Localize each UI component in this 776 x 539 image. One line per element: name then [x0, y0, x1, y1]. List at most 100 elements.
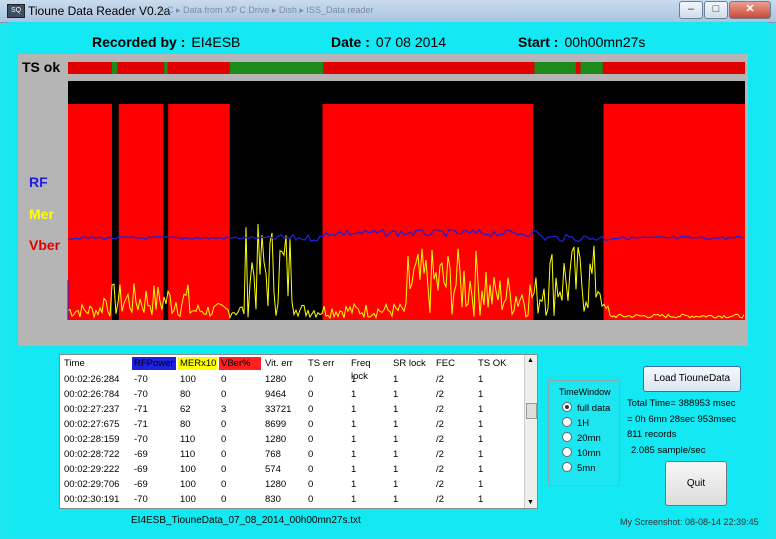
table-row[interactable]: 00:02:27:675 -71 80 0 8699 0 1 1/2 1: [60, 417, 525, 432]
time-window-option[interactable]: 20mn: [562, 432, 601, 444]
column-header[interactable]: TS OK: [476, 357, 522, 370]
table-cell: -70: [134, 434, 148, 445]
table-cell: 0: [308, 374, 314, 385]
column-header[interactable]: RFPower: [132, 357, 176, 370]
maximize-button[interactable]: □: [704, 1, 728, 19]
table-cell: 00:02:27:675: [64, 419, 120, 430]
table-cell: 1280: [265, 434, 287, 445]
table-cell: 00:02:26:284: [64, 374, 120, 385]
table-row[interactable]: 00:02:29:706 -69 100 0 1280 0 1 1/2 1: [60, 477, 525, 492]
column-header[interactable]: Time: [62, 357, 130, 370]
date-label: Date :: [331, 34, 370, 50]
time-window-option-label: 1H: [577, 418, 590, 429]
column-header[interactable]: Vit. err: [263, 357, 304, 370]
table-cell: 00:02:30:191: [64, 494, 120, 505]
table-cell: -71: [134, 419, 148, 430]
column-header[interactable]: FEC: [434, 357, 474, 370]
table-cell: 1: [351, 404, 357, 415]
table-cell: /2: [436, 494, 444, 505]
table-row[interactable]: 00:02:29:222 -69 100 0 574 0 1 1/2 1: [60, 462, 525, 477]
table-cell: /2: [436, 449, 444, 460]
legend-rf: RF: [29, 174, 48, 190]
table-cell: 1: [393, 434, 399, 445]
radio-button-icon[interactable]: [562, 417, 572, 427]
time-breakdown: = 0h 6mn 28sec 953msec: [627, 414, 737, 425]
table-cell: 00:02:28:159: [64, 434, 120, 445]
table-cell: 100: [180, 464, 196, 475]
table-cell: /2: [436, 404, 444, 415]
table-cell: -69: [134, 449, 148, 460]
recorded-by-value: EI4ESB: [191, 34, 241, 50]
table-cell: 830: [265, 494, 281, 505]
legend-vber: Vber: [29, 237, 61, 253]
radio-button-icon[interactable]: [562, 462, 572, 472]
close-button[interactable]: ✕: [729, 1, 771, 19]
scroll-up-arrow-icon[interactable]: ▲: [527, 357, 534, 364]
table-cell: 110: [180, 434, 196, 445]
table-cell: -70: [134, 374, 148, 385]
table-cell: 1: [393, 374, 399, 385]
ts-ok-label: TS ok: [22, 59, 61, 75]
table-cell: 0: [308, 419, 314, 430]
date-value: 07 08 2014: [375, 34, 446, 50]
time-window-option[interactable]: 1H: [562, 417, 589, 429]
column-header[interactable]: Freq lock: [349, 357, 389, 382]
table-cell: 1: [478, 374, 484, 385]
table-cell: 574: [265, 464, 281, 475]
table-cell: 00:02:29:222: [64, 464, 120, 475]
recorded-by: Recorded by : EI4ESB: [92, 34, 240, 50]
time-window-option-label: 20mn: [577, 433, 601, 444]
table-cell: 0: [221, 449, 227, 460]
quit-button[interactable]: Quit: [665, 461, 727, 506]
table-cell: -69: [134, 464, 148, 475]
column-header[interactable]: MERx10: [178, 357, 217, 370]
table-cell: 1280: [265, 479, 287, 490]
column-header[interactable]: VBer%: [219, 357, 261, 370]
table-row[interactable]: 00:02:30:191 -70 100 0 830 0 1 1/2 1: [60, 492, 525, 507]
table-cell: 1: [478, 434, 484, 445]
table-cell: 1: [351, 464, 357, 475]
load-tioune-data-button[interactable]: Load TiouneData: [643, 366, 741, 392]
time-window-option[interactable]: 5mn: [562, 462, 595, 474]
time-window-option[interactable]: 10mn: [562, 447, 601, 459]
time-window-option[interactable]: full data: [562, 402, 610, 414]
table-row[interactable]: 00:02:26:784 -70 80 0 9464 0 1 1/2 1: [60, 387, 525, 402]
table-cell: 1: [351, 419, 357, 430]
table-cell: 0: [308, 434, 314, 445]
column-header[interactable]: SR lock: [391, 357, 432, 370]
scroll-thumb[interactable]: [526, 403, 537, 419]
table-cell: 0: [308, 449, 314, 460]
table-cell: -70: [134, 389, 148, 400]
table-cell: 9464: [265, 389, 287, 400]
start: Start : 00h00mn27s: [518, 34, 645, 50]
table-cell: 0: [221, 389, 227, 400]
time-window-option-label: 10mn: [577, 448, 601, 459]
table-row[interactable]: 00:02:27:237 -71 62 3 33721 0 1 1/2 1: [60, 402, 525, 417]
table-cell: 0: [221, 434, 227, 445]
radio-button-icon[interactable]: [562, 432, 572, 442]
table-row[interactable]: 00:02:28:159 -70 110 0 1280 0 1 1/2 1: [60, 432, 525, 447]
table-cell: 00:02:26:784: [64, 389, 120, 400]
table-row[interactable]: 00:02:26:284 -70 100 0 1280 0 1 1/2 1: [60, 372, 525, 387]
table-scrollbar[interactable]: ▲ ▼: [524, 355, 537, 508]
data-table[interactable]: Time RFPower MERx10 VBer% Vit. err TS err Freq…: [59, 354, 538, 509]
table-row[interactable]: 00:02:28:722 -69 110 0 768 0 1 1/2 1: [60, 447, 525, 462]
table-cell: 100: [180, 494, 196, 505]
table-cell: 1: [393, 389, 399, 400]
table-cell: 1: [393, 479, 399, 490]
table-cell: 80: [180, 419, 191, 430]
table-cell: /2: [436, 464, 444, 475]
scroll-down-arrow-icon[interactable]: ▼: [527, 499, 534, 506]
screenshot-stamp: My Screenshot: 08-08-14 22:39:45: [620, 517, 759, 527]
radio-button-icon[interactable]: [562, 447, 572, 457]
table-cell: 1: [351, 374, 357, 385]
table-cell: /2: [436, 389, 444, 400]
radio-button-icon[interactable]: [562, 402, 572, 412]
recorded-by-label: Recorded by :: [92, 34, 186, 50]
table-cell: /2: [436, 419, 444, 430]
table-cell: 1: [351, 494, 357, 505]
column-header[interactable]: TS err: [306, 357, 347, 370]
minimize-button[interactable]: –: [679, 1, 703, 19]
table-cell: 1: [393, 464, 399, 475]
table-cell: 0: [221, 419, 227, 430]
